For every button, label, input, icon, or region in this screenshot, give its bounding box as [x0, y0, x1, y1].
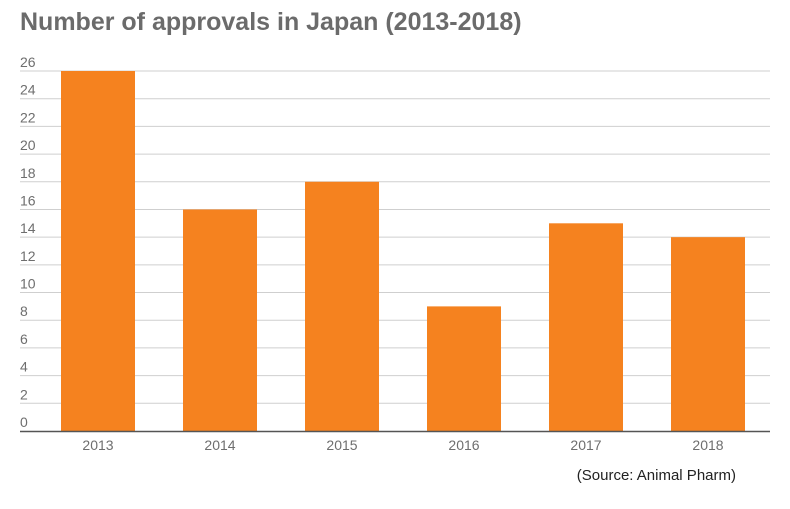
- y-tick-label: 16: [20, 192, 36, 208]
- bar-2017: [549, 223, 623, 431]
- y-tick-label: 10: [20, 276, 36, 292]
- chart-title: Number of approvals in Japan (2013-2018): [20, 8, 522, 36]
- x-tick-label: 2015: [326, 437, 357, 453]
- y-tick-label: 22: [20, 109, 36, 125]
- bar-2013: [61, 71, 135, 431]
- y-tick-label: 14: [20, 220, 36, 236]
- bar-2014: [183, 209, 257, 431]
- gridlines: [20, 70, 770, 404]
- x-axis-tick-labels: 2013 2014 2015 2016 2017 2018: [82, 437, 723, 453]
- bar-2016: [427, 306, 501, 431]
- x-tick-label: 2017: [570, 437, 601, 453]
- y-tick-label: 8: [20, 303, 28, 319]
- y-tick-label: 26: [20, 54, 36, 70]
- y-tick-label: 20: [20, 137, 36, 153]
- y-tick-label: 18: [20, 165, 36, 181]
- x-tick-label: 2013: [82, 437, 113, 453]
- source-note: (Source: Animal Pharm): [576, 467, 736, 484]
- y-tick-label: 6: [20, 331, 28, 347]
- y-tick-label: 12: [20, 248, 36, 264]
- y-tick-label: 0: [20, 414, 28, 430]
- x-tick-label: 2016: [448, 437, 479, 453]
- y-tick-label: 24: [20, 82, 36, 98]
- bar-2015: [305, 181, 379, 431]
- y-tick-label: 2: [20, 386, 28, 402]
- bars: [61, 71, 745, 431]
- bar-2018: [671, 237, 745, 431]
- y-tick-label: 4: [20, 359, 28, 375]
- x-tick-label: 2014: [204, 437, 235, 453]
- x-tick-label: 2018: [692, 437, 723, 453]
